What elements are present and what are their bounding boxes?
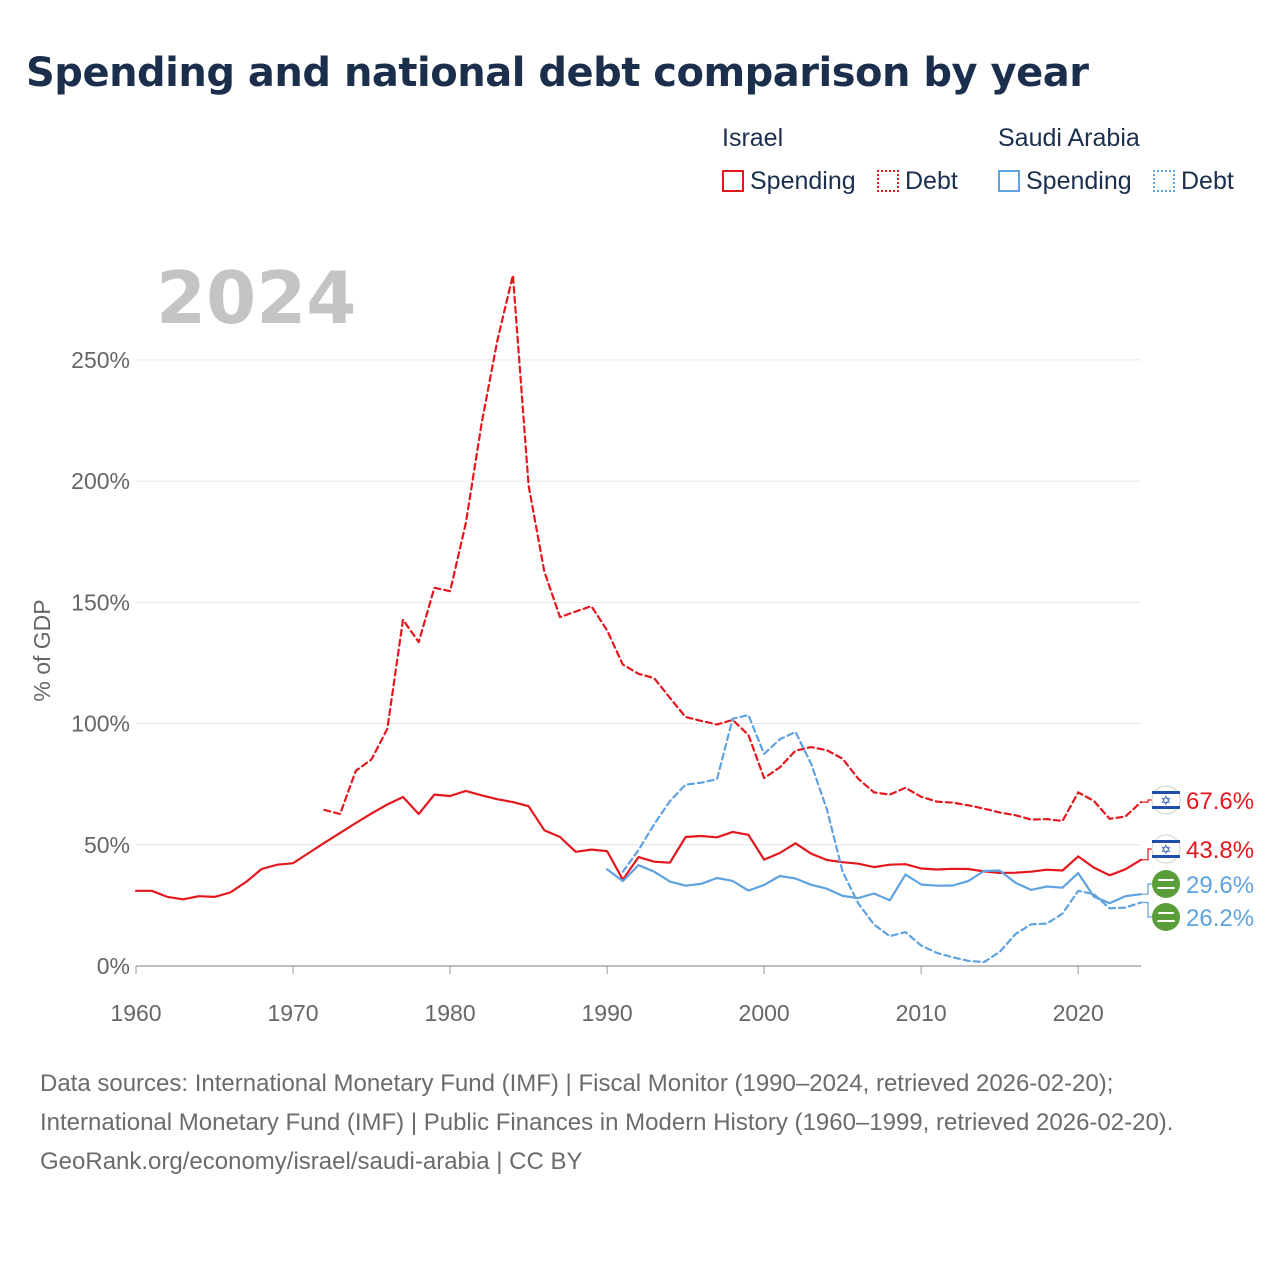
israel-flag-stripe [1152, 791, 1180, 794]
end-label-connector [1142, 883, 1152, 895]
saudi-flag-sword [1157, 920, 1175, 922]
israel-flag-stripe [1152, 855, 1180, 858]
y-tick-label: 200% [71, 468, 130, 494]
legend-swatch-solid-icon [722, 170, 744, 192]
x-tick-label: 1990 [582, 1000, 633, 1026]
end-label-israel-spending: 43.8% [1186, 837, 1254, 864]
saudi-flag-script [1158, 912, 1174, 914]
israel-debt-line [323, 274, 1143, 823]
legend-israel-spending-label: Spending [750, 166, 856, 195]
legend-saudi-spending-label: Spending [1026, 166, 1132, 195]
legend-swatch-dotted-icon [1153, 170, 1175, 192]
legend-israel-spending[interactable]: Spending [722, 166, 856, 196]
x-tick-label: 2010 [896, 1000, 947, 1026]
x-tick-label: 1980 [424, 1000, 475, 1026]
x-tick-label: 1970 [267, 1000, 318, 1026]
credit-link[interactable]: GeoRank.org/economy/israel/saudi-arabia … [40, 1148, 583, 1175]
saudi-flag-script [1158, 879, 1174, 881]
legend-saudi-heading: Saudi Arabia [998, 124, 1140, 152]
data-sources: Data sources: International Monetary Fun… [40, 1070, 1174, 1136]
y-tick-label: 50% [84, 832, 130, 858]
y-tick-label: 250% [71, 347, 130, 373]
israel-flag-stripe [1152, 840, 1180, 843]
y-tick-label: 0% [97, 953, 130, 979]
chart-footer: Data sources: International Monetary Fun… [40, 1064, 1240, 1181]
x-tick-label: 2020 [1053, 1000, 1104, 1026]
legend-israel-heading: Israel [722, 124, 784, 152]
legend-saudi-debt[interactable]: Debt [1153, 166, 1234, 196]
end-label-saudi-debt: 26.2% [1186, 905, 1254, 932]
end-label-connector [1142, 901, 1152, 918]
legend-saudi-spending[interactable]: Spending [998, 166, 1132, 196]
end-label-connector [1142, 799, 1152, 803]
year-watermark: 2024 [156, 256, 356, 340]
line-chart: 2024 0% 50% 100% 150% 200% 250% 1960 1970 1980 199… [29, 256, 1254, 1026]
end-label-israel-debt: 67.6% [1186, 788, 1254, 815]
end-label-connector [1142, 848, 1152, 861]
star-of-david-icon: ✡ [1161, 794, 1172, 809]
y-tick-label: 150% [71, 589, 130, 615]
israel-flag-stripe [1152, 806, 1180, 809]
y-axis-title: % of GDP [29, 599, 55, 701]
legend-israel-debt[interactable]: Debt [877, 166, 958, 196]
legend-israel-debt-label: Debt [905, 166, 958, 195]
legend-swatch-dotted-icon [877, 170, 899, 192]
israel-spending-line [134, 789, 1143, 901]
legend-saudi-debt-label: Debt [1181, 166, 1234, 195]
saudi-flag-sword [1157, 887, 1175, 889]
end-label-saudi-spending: 29.6% [1186, 872, 1254, 899]
saudi-arabia-debt-line [621, 714, 1143, 964]
saudi-flag-icon [1152, 903, 1180, 931]
saudi-arabia-spending-line [606, 864, 1143, 905]
saudi-flag-icon [1152, 870, 1180, 898]
y-tick-label: 100% [71, 711, 130, 737]
legend-swatch-solid-icon [998, 170, 1020, 192]
star-of-david-icon: ✡ [1161, 843, 1172, 858]
x-tick-label: 2000 [739, 1000, 790, 1026]
x-tick-label: 1960 [110, 1000, 161, 1026]
chart-title: Spending and national debt comparison by… [26, 50, 1089, 96]
